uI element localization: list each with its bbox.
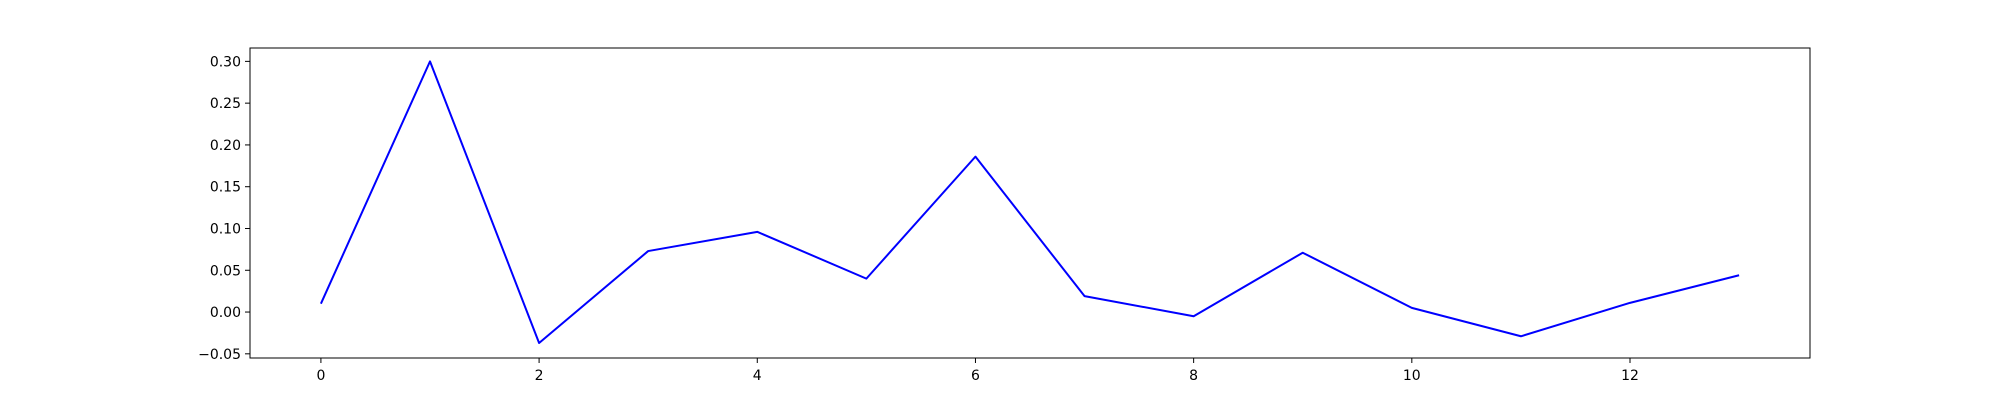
y-tick-label: 0.10 <box>210 221 241 237</box>
y-tick-label: 0.15 <box>210 180 241 196</box>
x-tick-label: 10 <box>1403 368 1421 384</box>
series-line <box>319 60 1740 344</box>
y-tick-label: 0.25 <box>210 96 241 112</box>
x-tick-label: 8 <box>1189 368 1198 384</box>
y-axis: −0.05 0.00 0.05 0.10 0.15 0.20 0.25 0.30 <box>198 54 250 363</box>
y-tick-label: 0.20 <box>210 138 241 154</box>
y-tick-label: 0.30 <box>210 54 241 70</box>
y-tick-label: −0.05 <box>198 347 241 363</box>
x-tick-label: 4 <box>753 368 762 384</box>
series-layer <box>319 60 1740 344</box>
x-axis: 0 2 4 6 8 10 12 <box>316 358 1639 384</box>
x-tick-label: 0 <box>316 368 325 384</box>
x-tick-label: 12 <box>1621 368 1639 384</box>
x-tick-label: 2 <box>535 368 544 384</box>
y-tick-label: 0.00 <box>210 305 241 321</box>
x-tick-label: 6 <box>971 368 980 384</box>
plot-frame <box>249 47 1811 359</box>
y-tick-label: 0.05 <box>210 263 241 279</box>
